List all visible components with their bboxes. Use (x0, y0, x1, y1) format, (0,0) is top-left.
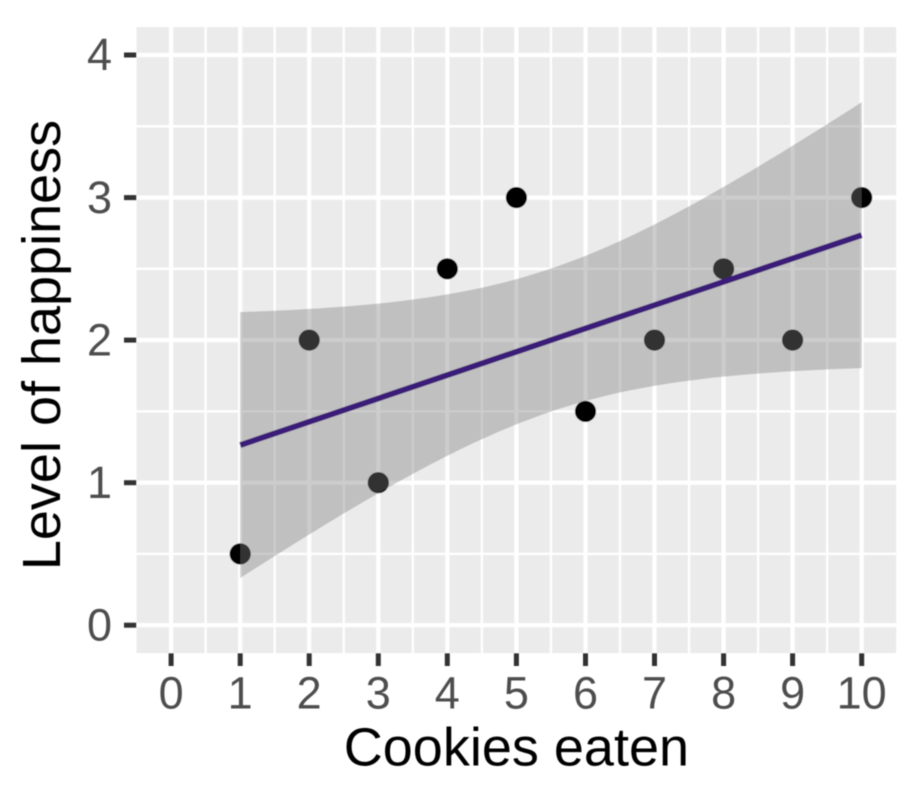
svg-text:1: 1 (87, 457, 112, 508)
svg-text:Level of happiness: Level of happiness (12, 120, 72, 570)
svg-text:7: 7 (642, 668, 667, 719)
svg-text:2: 2 (87, 314, 112, 365)
svg-text:2: 2 (297, 668, 322, 719)
svg-text:9: 9 (780, 668, 805, 719)
svg-text:4: 4 (87, 29, 112, 80)
svg-text:5: 5 (504, 668, 529, 719)
svg-text:10: 10 (837, 668, 887, 719)
svg-text:6: 6 (573, 668, 598, 719)
svg-text:4: 4 (435, 668, 460, 719)
svg-text:0: 0 (159, 668, 184, 719)
svg-text:Cookies eaten: Cookies eaten (344, 718, 689, 778)
svg-text:0: 0 (87, 599, 112, 650)
svg-text:3: 3 (366, 668, 391, 719)
svg-text:3: 3 (87, 172, 112, 223)
svg-text:1: 1 (228, 668, 253, 719)
svg-text:8: 8 (711, 668, 736, 719)
